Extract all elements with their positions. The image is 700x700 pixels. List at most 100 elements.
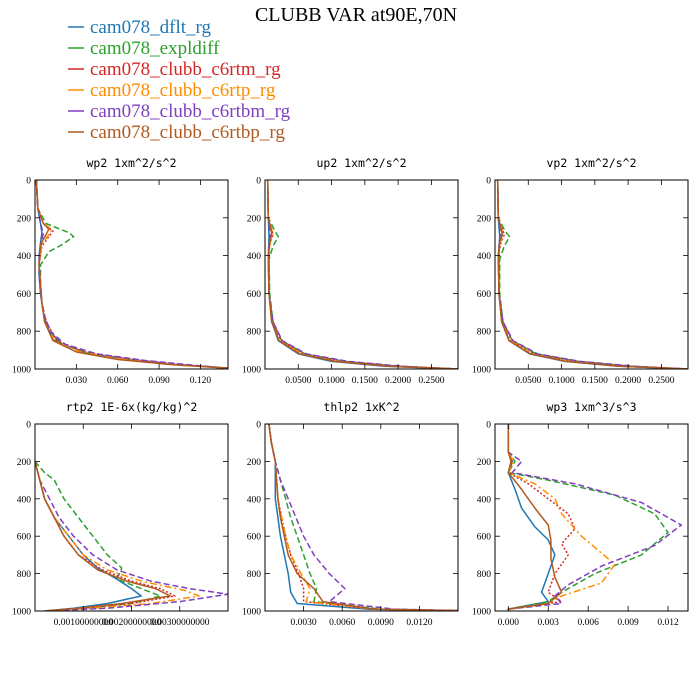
- y-tick-label: 400: [477, 495, 492, 505]
- series-group: [268, 424, 458, 611]
- x-tick-label: 0.060: [107, 376, 129, 386]
- panel-title: wp3 1xm^3/s^3: [546, 400, 636, 414]
- series-line: [268, 424, 458, 611]
- series-line: [496, 180, 688, 369]
- legend-item: cam078_clubb_c6rtp_rg: [68, 80, 276, 101]
- y-tick-label: 800: [247, 328, 262, 338]
- y-tick-label: 1000: [242, 608, 261, 618]
- series-line: [35, 460, 162, 611]
- x-tick-label: 0.090: [148, 376, 170, 386]
- series-line: [268, 424, 458, 611]
- series-group: [35, 180, 228, 369]
- y-tick-label: 600: [247, 533, 262, 543]
- x-tick-label: 0.1000: [318, 376, 344, 386]
- x-tick-label: 0.0060: [329, 618, 355, 628]
- legend-label: cam078_expldiff: [90, 38, 220, 59]
- x-tick-label: 0.00300000000: [150, 618, 210, 628]
- y-tick-label: 400: [17, 495, 32, 505]
- series-line: [35, 461, 228, 611]
- y-tick-label: 800: [477, 570, 492, 580]
- x-tick-label: 0.1500: [582, 376, 608, 386]
- y-tick-label: 600: [477, 533, 492, 543]
- y-tick-label: 200: [477, 214, 492, 224]
- y-tick-label: 0: [256, 177, 261, 187]
- plot-frame: [264, 423, 459, 612]
- panel-title: vp2 1xm^2/s^2: [546, 156, 636, 170]
- series-group: [507, 424, 683, 611]
- panel: wp3 1xm^3/s^3 0 200 400 600 800 1000 0.000 0.003…: [472, 400, 689, 628]
- y-tick-label: 200: [477, 458, 492, 468]
- x-tick-label: 0.1500: [352, 376, 378, 386]
- y-tick-label: 600: [477, 290, 492, 300]
- series-line: [507, 424, 556, 611]
- x-tick-label: 0.1000: [548, 376, 574, 386]
- series-line: [35, 180, 228, 369]
- x-tick-label: 0.0500: [515, 376, 541, 386]
- series-line: [266, 180, 458, 369]
- series-group: [35, 460, 228, 611]
- panel: vp2 1xm^2/s^2 0 200 400 600 800 1000 0.0500 0.10…: [472, 156, 689, 386]
- series-line: [266, 180, 458, 369]
- legend: cam078_dflt_rgcam078_expldiffcam078_club…: [68, 17, 291, 143]
- panel: thlp2 1xK^2 0 200 400 600 800 1000 0.0030 0.0060…: [242, 400, 459, 628]
- panel-title: thlp2 1xK^2: [323, 400, 399, 414]
- y-tick-label: 200: [17, 214, 32, 224]
- series-line: [266, 180, 458, 369]
- series-line: [266, 180, 458, 369]
- legend-item: cam078_clubb_c6rtm_rg: [68, 59, 281, 80]
- series-line: [268, 424, 458, 611]
- panel-title: up2 1xm^2/s^2: [316, 156, 406, 170]
- legend-label: cam078_clubb_c6rtbm_rg: [90, 101, 291, 122]
- y-tick-label: 200: [247, 214, 262, 224]
- series-line: [507, 424, 563, 611]
- y-tick-label: 1000: [12, 366, 31, 376]
- legend-label: cam078_clubb_c6rtm_rg: [90, 59, 281, 80]
- y-tick-label: 1000: [472, 366, 491, 376]
- series-line: [496, 180, 688, 369]
- series-line: [496, 180, 688, 369]
- panel-title: wp2 1xm^2/s^2: [86, 156, 176, 170]
- series-line: [496, 180, 688, 369]
- series-group: [266, 180, 458, 369]
- x-tick-label: 0.0090: [368, 618, 394, 628]
- series-line: [35, 180, 228, 369]
- y-tick-label: 0: [486, 177, 491, 187]
- x-tick-label: 0.2000: [615, 376, 641, 386]
- figure-title: CLUBB VAR at90E,70N: [255, 4, 457, 26]
- x-tick-label: 0.2000: [385, 376, 411, 386]
- series-line: [268, 424, 458, 611]
- y-tick-label: 0: [26, 177, 31, 187]
- x-tick-label: 0.009: [617, 618, 639, 628]
- x-tick-label: 0.003: [538, 618, 560, 628]
- legend-item: cam078_dflt_rg: [68, 17, 212, 38]
- series-group: [496, 180, 688, 369]
- legend-label: cam078_dflt_rg: [90, 17, 212, 38]
- y-tick-label: 200: [17, 458, 32, 468]
- y-tick-label: 800: [247, 570, 262, 580]
- x-tick-label: 0.000: [498, 618, 520, 628]
- series-line: [35, 180, 228, 369]
- series-line: [496, 180, 688, 369]
- x-tick-label: 0.00200000000: [102, 618, 162, 628]
- x-tick-label: 0.0030: [291, 618, 317, 628]
- series-line: [35, 461, 171, 611]
- x-tick-label: 0.2500: [648, 376, 674, 386]
- series-line: [35, 180, 228, 369]
- series-line: [35, 461, 142, 611]
- series-line: [496, 180, 688, 369]
- series-line: [268, 424, 458, 611]
- series-line: [507, 424, 669, 611]
- series-line: [35, 461, 200, 611]
- series-line: [35, 180, 228, 369]
- y-tick-label: 0: [26, 421, 31, 431]
- plot-frame: [494, 423, 689, 612]
- x-tick-label: 0.012: [657, 618, 679, 628]
- y-tick-label: 1000: [242, 366, 261, 376]
- y-tick-label: 1000: [472, 608, 491, 618]
- x-tick-label: 0.00100000000: [54, 618, 114, 628]
- legend-label: cam078_clubb_c6rtbp_rg: [90, 122, 285, 143]
- y-tick-label: 0: [256, 421, 261, 431]
- y-tick-label: 600: [17, 290, 32, 300]
- plot-frame: [34, 179, 229, 370]
